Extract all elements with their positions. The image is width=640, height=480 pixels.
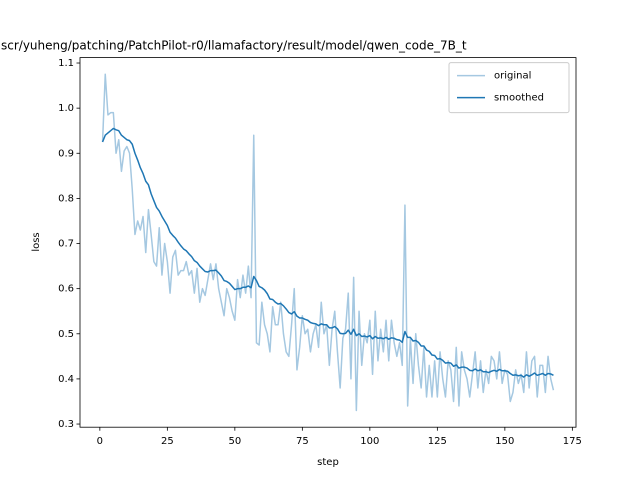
y-tick-label: 0.7 bbox=[58, 239, 74, 250]
x-tick-label: 175 bbox=[563, 436, 582, 447]
y-tick-label: 0.5 bbox=[58, 329, 74, 340]
x-tick-label: 25 bbox=[161, 436, 174, 447]
axes-frame bbox=[79, 57, 577, 428]
y-tick-label: 1.0 bbox=[58, 103, 74, 114]
legend-label: original bbox=[494, 71, 531, 82]
y-axis-label: loss bbox=[31, 232, 42, 251]
legend-label: smoothed bbox=[494, 93, 544, 104]
y-tick-label: 0.9 bbox=[58, 148, 74, 159]
y-tick-label: 0.4 bbox=[58, 374, 74, 385]
x-tick-label: 75 bbox=[296, 436, 309, 447]
y-tick-label: 0.3 bbox=[58, 419, 74, 430]
series-line bbox=[101, 127, 554, 378]
x-tick-label: 0 bbox=[97, 436, 103, 447]
y-tick-label: 1.1 bbox=[58, 58, 74, 69]
x-axis-label: step bbox=[317, 457, 339, 468]
x-tick-label: 50 bbox=[228, 436, 241, 447]
y-tick-label: 0.6 bbox=[58, 284, 74, 295]
y-tick-label: 0.8 bbox=[58, 193, 74, 204]
x-tick-label: 125 bbox=[428, 436, 447, 447]
x-tick-label: 150 bbox=[495, 436, 514, 447]
chart-title: scr/yuheng/patching/PatchPilot-r0/llamaf… bbox=[1, 39, 467, 53]
series-line bbox=[101, 73, 555, 412]
x-tick-label: 100 bbox=[360, 436, 379, 447]
